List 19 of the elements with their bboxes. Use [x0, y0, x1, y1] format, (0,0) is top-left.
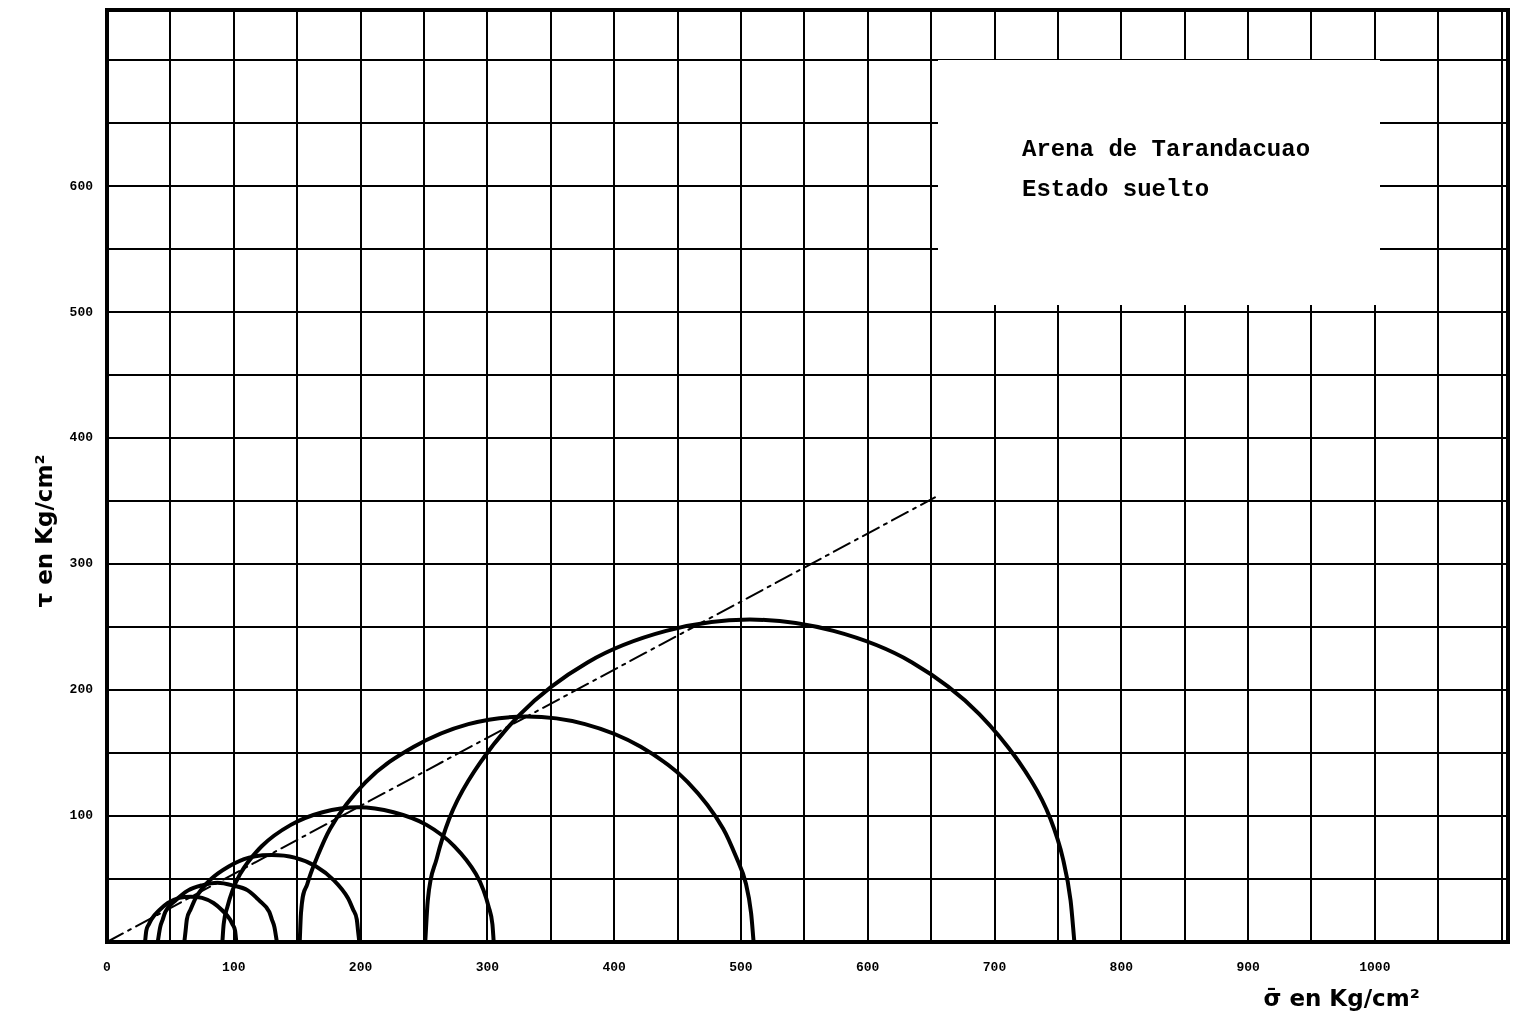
- x-tick-label: 700: [982, 960, 1007, 976]
- x-tick-label: 1000: [1359, 960, 1391, 976]
- x-tick-label: 400: [602, 960, 627, 976]
- y-tick-label: 300: [69, 556, 94, 572]
- y-axis-title: τ en Kg/cm²: [30, 454, 57, 608]
- x-axis-title: σ̄ en Kg/cm²: [1263, 984, 1420, 1011]
- x-tick-label: 200: [348, 960, 373, 976]
- y-tick-label: 200: [69, 682, 94, 698]
- x-tick-label: 300: [475, 960, 500, 976]
- x-tick-label: 0: [103, 960, 112, 976]
- x-tick-label: 900: [1236, 960, 1260, 976]
- x-tick-label: 500: [729, 960, 753, 976]
- x-tick-label: 600: [856, 960, 880, 976]
- x-tick-label: 100: [222, 960, 246, 976]
- y-tick-label: 100: [69, 808, 94, 824]
- y-tick-label: 400: [69, 430, 94, 446]
- y-tick-label: 600: [69, 178, 94, 194]
- x-tick-label: 800: [1109, 960, 1134, 976]
- y-tick-label: 500: [69, 304, 94, 320]
